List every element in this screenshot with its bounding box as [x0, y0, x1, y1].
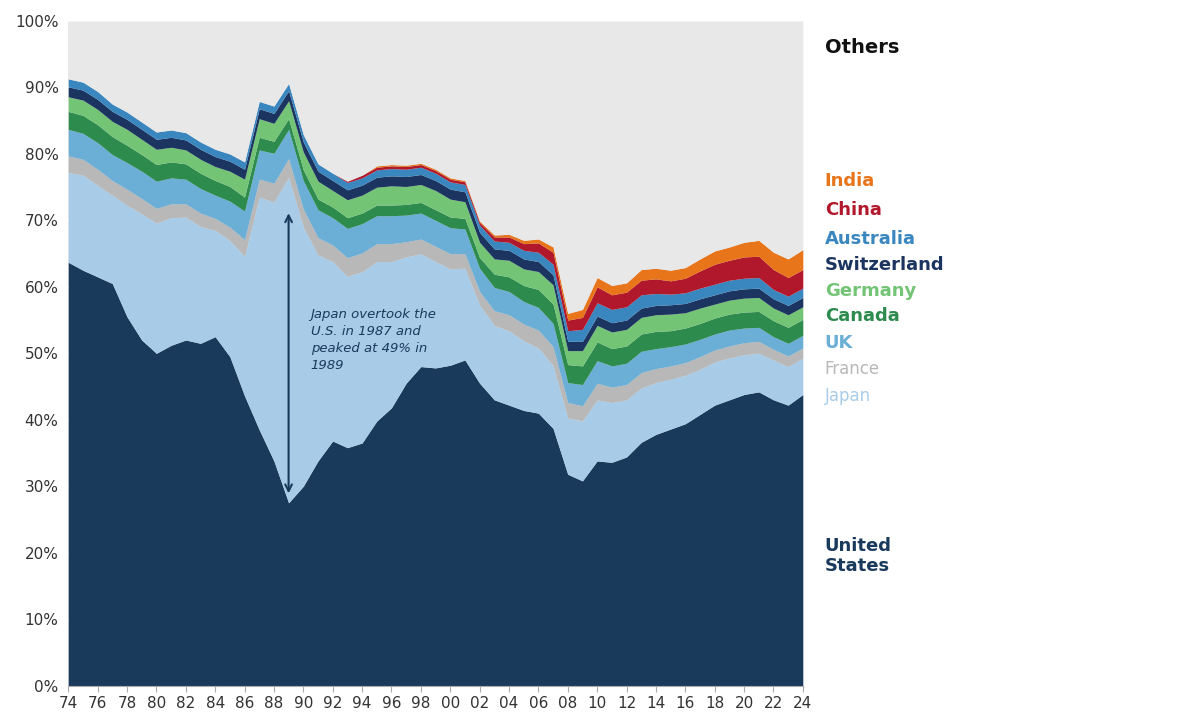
- Text: Others: Others: [825, 38, 899, 57]
- Text: China: China: [825, 201, 882, 219]
- Text: Canada: Canada: [825, 307, 900, 325]
- Text: Japan overtook the
U.S. in 1987 and
peaked at 49% in
1989: Japan overtook the U.S. in 1987 and peak…: [310, 308, 437, 372]
- Text: Germany: Germany: [825, 282, 916, 300]
- Text: UK: UK: [825, 334, 854, 351]
- Text: Japan: Japan: [825, 388, 871, 406]
- Text: France: France: [825, 359, 880, 378]
- Text: Switzerland: Switzerland: [825, 256, 945, 274]
- Text: Australia: Australia: [825, 230, 916, 248]
- Text: United
States: United States: [825, 537, 892, 576]
- Text: India: India: [825, 171, 875, 189]
